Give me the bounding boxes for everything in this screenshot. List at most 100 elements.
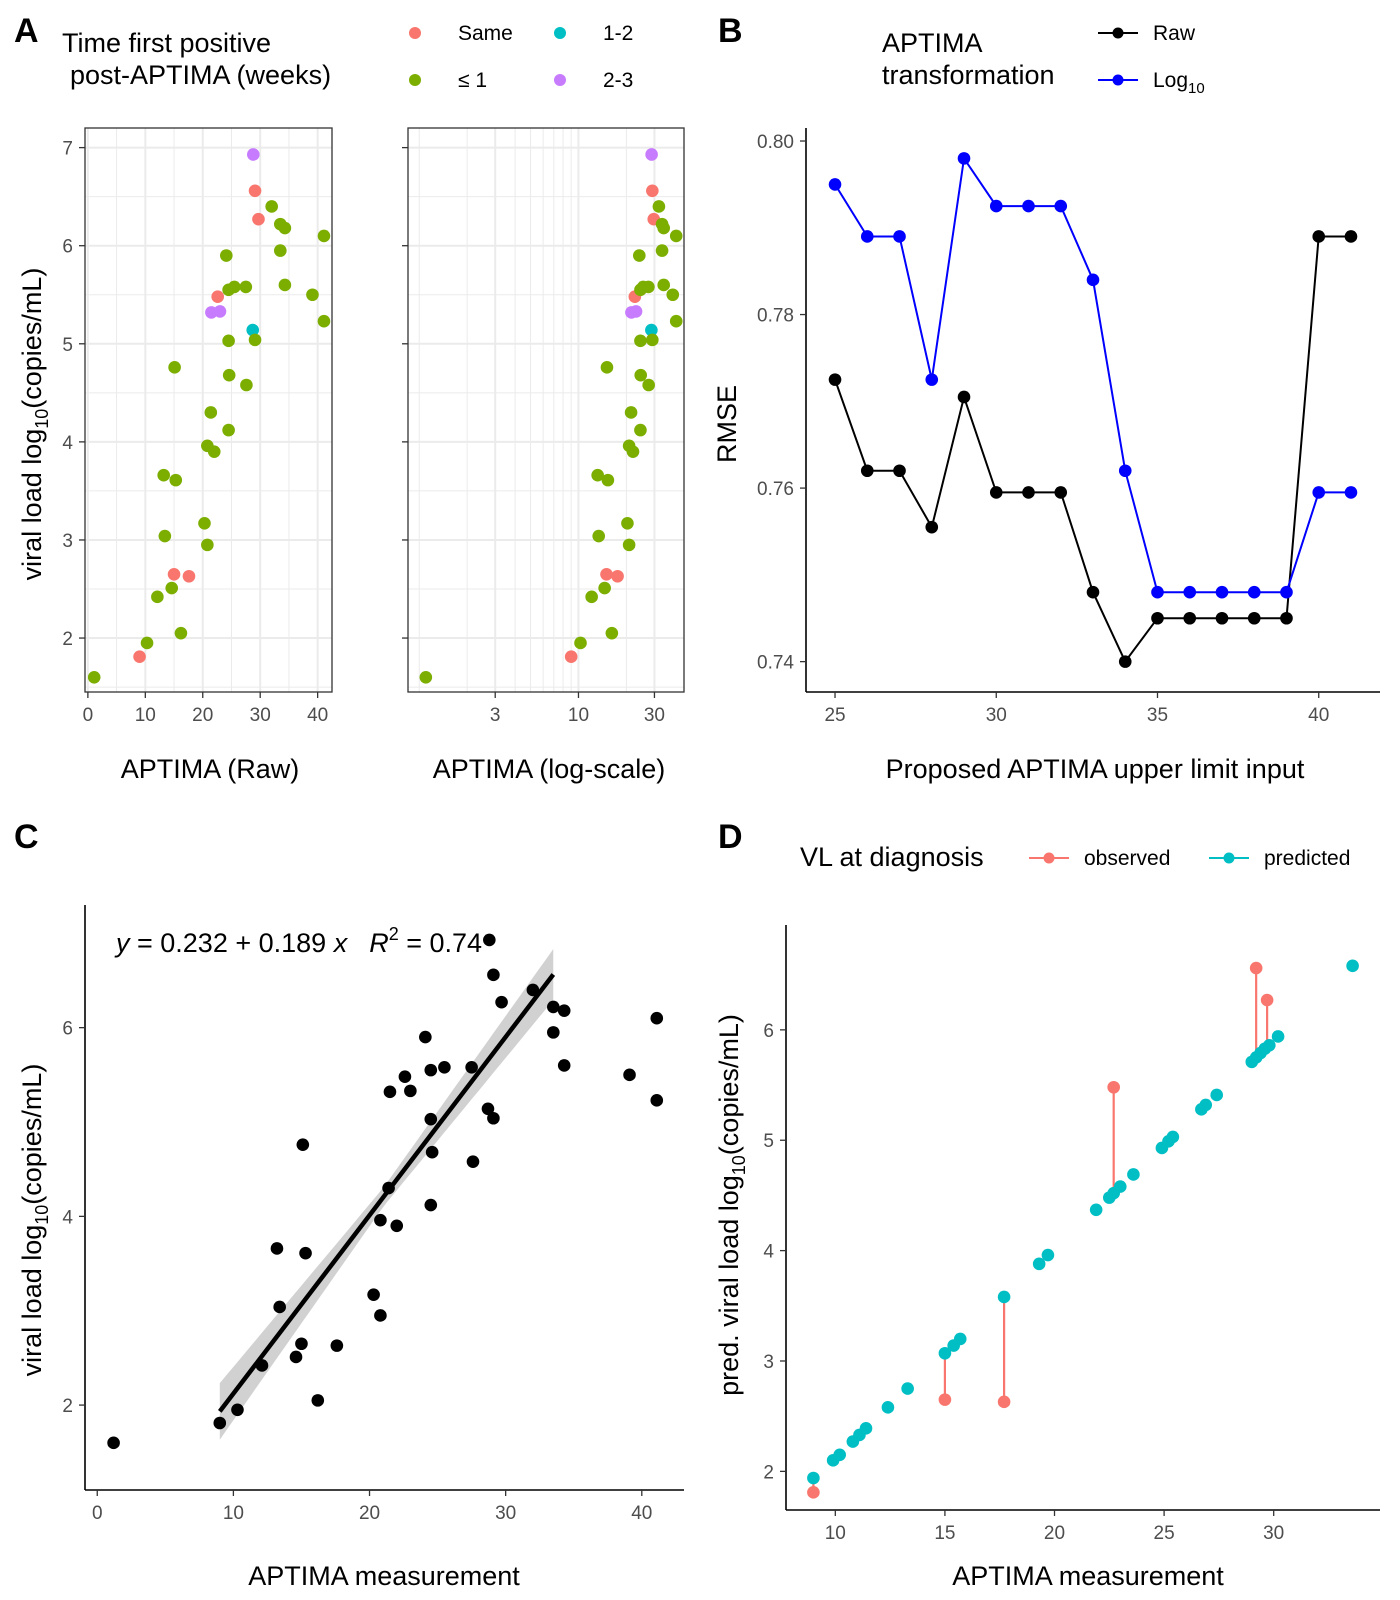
data-point-raw	[860, 464, 874, 478]
data-point-raw	[1344, 230, 1358, 243]
data-point	[438, 1060, 451, 1074]
legend-swatch-2-3	[554, 74, 566, 86]
legend-swatch-point-log10	[1112, 74, 1124, 86]
panel-a: Time first positive post-APTIMA (weeks) …	[17, 22, 685, 784]
data-point	[646, 333, 659, 347]
legend-swatch-point-predicted	[1223, 852, 1235, 864]
x-tick-label: 0	[83, 705, 94, 726]
data-point	[650, 1094, 664, 1107]
predicted-point	[1210, 1088, 1224, 1102]
panel-c-regression-equation: y = 0.232 + 0.189 x R2 = 0.74	[114, 924, 482, 958]
data-point	[247, 148, 260, 161]
x-tick-label: 10	[223, 1503, 244, 1524]
data-point	[239, 280, 253, 294]
data-point-raw	[1151, 611, 1164, 625]
x-tick-label: 40	[307, 705, 328, 726]
data-point	[383, 1085, 397, 1099]
panel-d-x-axis-label: APTIMA measurement	[952, 1561, 1224, 1591]
data-point	[600, 567, 613, 581]
y-tick-label: 7	[62, 139, 73, 160]
x-tick-label: 20	[192, 705, 213, 726]
y-tick-label: 0.80	[757, 132, 794, 153]
data-point	[669, 314, 683, 328]
predicted-point	[1041, 1248, 1055, 1262]
data-point	[634, 423, 647, 437]
legend-label-le1: ≤ 1	[458, 69, 487, 92]
legend-label-2-3: 2-3	[603, 69, 633, 92]
predicted-point	[1166, 1130, 1180, 1144]
data-point	[598, 581, 611, 595]
y-tick-label: 5	[62, 335, 73, 356]
data-point	[600, 361, 614, 374]
data-point-log10	[828, 178, 842, 191]
data-point-raw	[1280, 611, 1293, 625]
data-point	[222, 334, 235, 348]
x-tick-label: 25	[1154, 1523, 1175, 1544]
panel-a-log-x-axis-label: APTIMA (log-scale)	[433, 754, 666, 784]
panel-d: VL at diagnosis observed predicted 2 3 4 5 6 1…	[714, 842, 1380, 1591]
y-tick-label: 4	[62, 1207, 73, 1228]
panel-c: 2 4 6 0 10 20 30 40 y = 0.232 + 0.189 x R2 = 0.7…	[17, 905, 684, 1591]
panel-a-frame	[84, 127, 333, 693]
data-point	[574, 636, 587, 650]
data-point	[634, 334, 647, 348]
data-point	[167, 567, 181, 581]
predicted-point	[1089, 1203, 1103, 1217]
panel-b-plot: 0.74 0.76 0.78 0.80 25 30 35 40	[757, 128, 1380, 726]
data-point	[204, 406, 218, 419]
data-point	[158, 529, 172, 543]
data-point	[645, 323, 658, 337]
data-point-raw	[1183, 611, 1197, 625]
data-point	[374, 1213, 387, 1227]
legend-swatch-point-raw	[1112, 27, 1124, 39]
predicted-point	[1346, 959, 1359, 973]
data-point	[645, 148, 658, 161]
data-point-log10	[1118, 464, 1132, 478]
data-point-log10	[860, 230, 874, 243]
x-tick-label: 10	[135, 705, 156, 726]
data-point	[483, 933, 496, 947]
panel-a-legend-title-line1: Time first positive	[62, 28, 271, 58]
panel-a-log-subplot: 3 10 30	[402, 127, 685, 726]
panel-b-y-axis-label: RMSE	[712, 385, 742, 463]
legend-label-Same: Same	[458, 22, 513, 45]
data-point-raw	[893, 464, 906, 478]
panel-c-y-axis-label: viral load log10(copies/mL)	[17, 1064, 52, 1377]
data-point	[629, 305, 643, 318]
predicted-point	[859, 1422, 873, 1435]
data-point	[424, 1198, 438, 1212]
data-point-log10	[989, 199, 1003, 213]
predicted-point	[953, 1332, 967, 1346]
data-point	[419, 1030, 432, 1044]
data-point	[547, 1026, 560, 1039]
data-point-log10	[1280, 585, 1293, 599]
panel-c-plot: 2 4 6 0 10 20 30 40	[62, 905, 684, 1524]
data-point-raw	[925, 520, 939, 534]
data-point	[487, 1111, 500, 1125]
data-point	[274, 244, 287, 257]
data-point	[601, 473, 615, 487]
y-tick-label: 6	[62, 1019, 73, 1040]
panel-b-legend-title-line2: transformation	[882, 60, 1055, 90]
data-point	[622, 538, 636, 552]
data-point	[157, 468, 170, 482]
data-point	[306, 288, 319, 302]
data-point-raw	[1312, 230, 1326, 243]
data-point-log10	[1151, 585, 1164, 599]
x-tick-label: 30	[495, 1503, 516, 1524]
data-point	[107, 1436, 120, 1450]
x-tick-label: 20	[1044, 1523, 1065, 1544]
x-tick-label: 10	[825, 1523, 846, 1544]
data-point-raw	[1247, 611, 1261, 625]
predicted-point	[1199, 1098, 1213, 1112]
data-point	[666, 288, 680, 302]
data-point	[557, 1059, 571, 1072]
data-point	[246, 323, 260, 337]
data-point	[248, 184, 262, 198]
data-point	[317, 314, 331, 328]
y-tick-label: 4	[763, 1242, 774, 1263]
legend-label-observed: observed	[1084, 847, 1170, 870]
data-point	[650, 1011, 664, 1025]
data-point	[657, 221, 671, 235]
data-point	[248, 333, 262, 347]
